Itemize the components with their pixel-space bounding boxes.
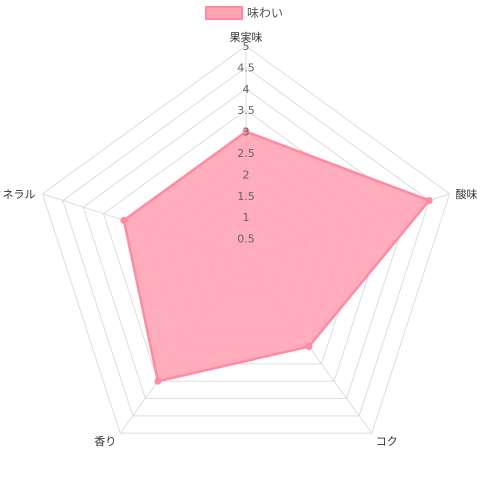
series-layer [120,128,433,385]
tick-label: 0.5 [237,233,255,246]
tick-label: 3 [243,126,250,139]
tick-label-layer: 0.5 1 1.5 2 2.5 3 3.5 4 4.5 5 [237,40,255,246]
legend[interactable]: 味わい [205,6,283,20]
data-point[interactable] [120,216,128,224]
tick-label: 5 [243,40,250,53]
data-point[interactable] [242,128,250,136]
grid-ring [41,45,451,434]
legend-swatch[interactable] [205,6,243,20]
series-area [122,130,431,383]
legend-label[interactable]: 味わい [247,6,283,20]
axis-point-label: 酸味 [456,187,478,201]
axis-point-label: ミネラル [0,188,35,201]
tick-label: 3.5 [237,104,255,117]
data-point[interactable] [425,196,433,204]
tick-label: 2 [243,168,250,181]
tick-label: 1.5 [237,190,255,203]
axis-point-label: 果実味 [230,30,263,44]
tick-label: 1 [243,211,250,224]
axis-point-label: 香り [94,435,116,448]
tick-label: 2.5 [237,147,255,160]
grid-ring [62,66,430,417]
axis-point-label: コク [376,435,398,448]
data-point[interactable] [305,343,313,351]
tick-label: 4.5 [237,61,255,74]
tick-label: 4 [243,83,250,96]
data-point[interactable] [154,377,162,385]
